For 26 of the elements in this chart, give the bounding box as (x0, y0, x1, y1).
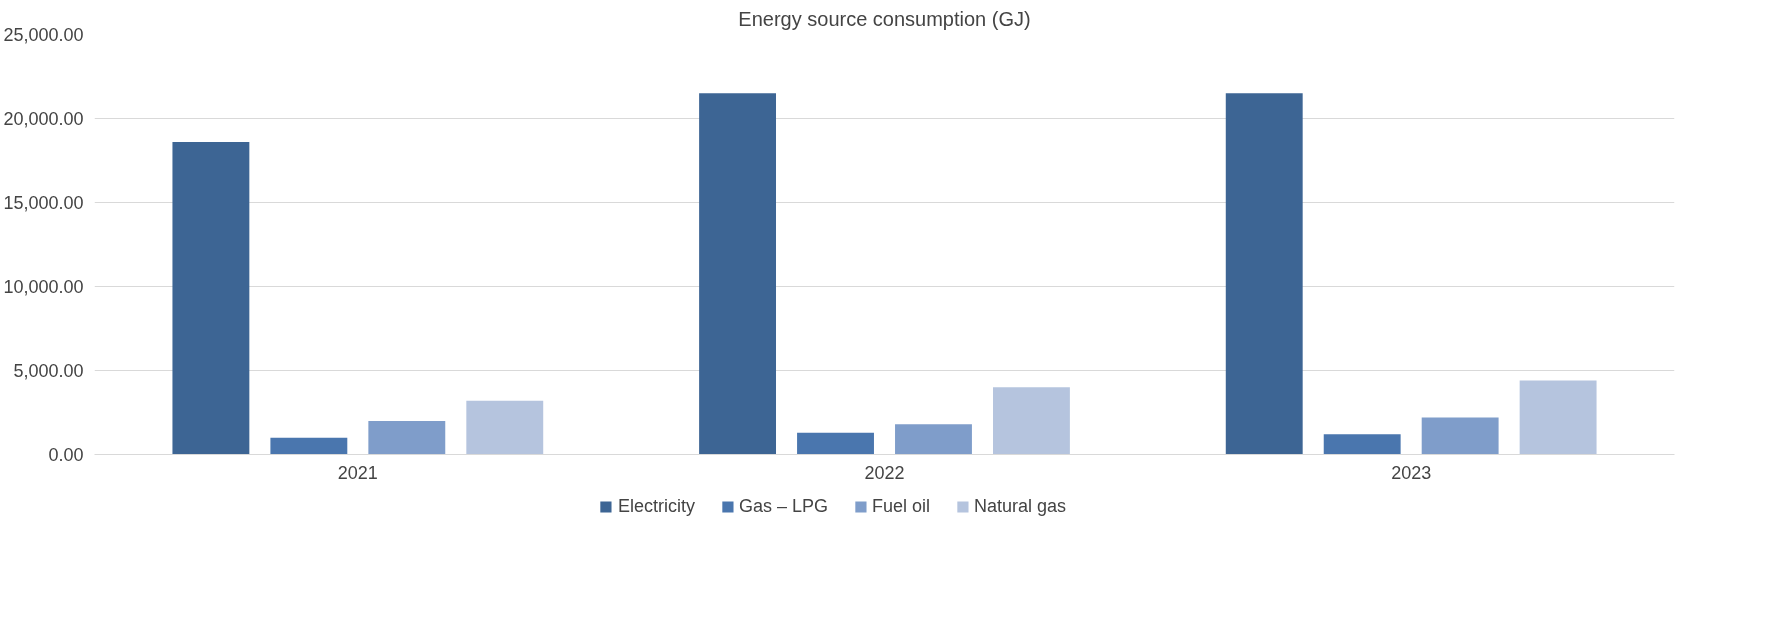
bar (1421, 417, 1499, 455)
bar (368, 420, 446, 455)
bar (1519, 380, 1597, 455)
y-tick-label: 20,000.00 (3, 109, 84, 129)
legend-label: Natural gas (974, 495, 1067, 517)
bar (270, 437, 348, 455)
chart-title: Energy source consumption (GJ) (738, 7, 1031, 30)
bar (1323, 434, 1401, 455)
bar (797, 432, 874, 455)
x-tick-label: 2023 (1391, 462, 1432, 483)
y-tick-label: 0.00 (48, 445, 84, 465)
x-tick-label: 2021 (337, 462, 378, 483)
bar (466, 400, 544, 455)
bar (895, 424, 972, 455)
bar (992, 387, 1070, 455)
x-tick-label: 2022 (864, 462, 905, 483)
legend-label: Gas – LPG (738, 495, 828, 517)
y-tick-label: 15,000.00 (3, 193, 84, 213)
legend-label: Fuel oil (871, 495, 930, 517)
y-tick-label: 25,000.00 (3, 25, 84, 45)
y-tick-label: 5,000.00 (13, 361, 84, 381)
bar (699, 93, 777, 455)
bar (172, 142, 250, 455)
y-tick-label: 10,000.00 (3, 277, 84, 297)
legend-label: Electricity (617, 495, 695, 517)
bar (1225, 93, 1303, 455)
